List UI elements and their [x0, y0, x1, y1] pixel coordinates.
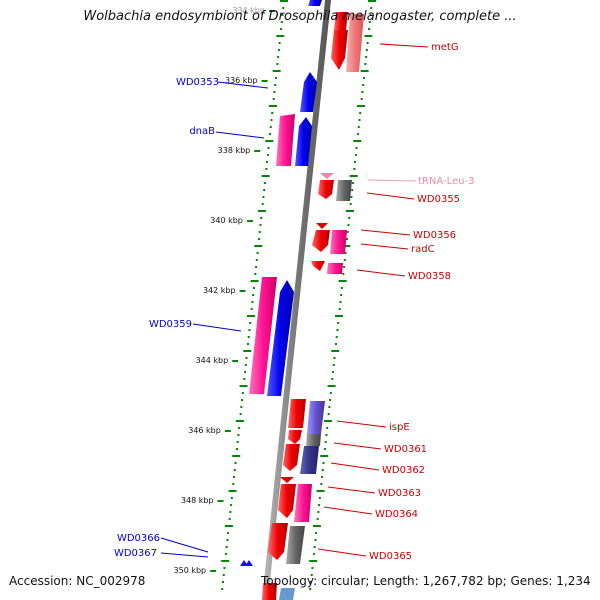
gene-bottom-fragment: [262, 583, 277, 600]
scale-label: 350 kbp: [174, 566, 207, 575]
gene-radc-arrow[interactable]: [312, 230, 330, 252]
gene-wd0358-arrow[interactable]: [311, 261, 325, 271]
scale-labels: 334 kbp 336 kbp 338 kbp 340 kbp 342 kbp 344 k…: [174, 6, 275, 575]
gene-bottom-fragment-2: [279, 588, 295, 600]
gene-wd0362-arrow[interactable]: [283, 444, 300, 471]
gene-wd0367-arrow[interactable]: [245, 560, 253, 566]
gene-wd0365-block[interactable]: [286, 526, 305, 564]
gene-wd0363-marker[interactable]: [280, 477, 294, 483]
gene-wd0358-block[interactable]: [327, 263, 343, 274]
gene-top-block: [334, 12, 348, 30]
accession-text: Accession: NC_002978: [9, 574, 146, 588]
gene-label-wd0363[interactable]: WD0363: [378, 488, 421, 499]
gene-label-wd0367[interactable]: WD0367: [114, 548, 157, 559]
gene-dnab-blue-arrow[interactable]: [295, 117, 312, 166]
gene-label-wd0361[interactable]: WD0361: [384, 444, 427, 455]
gene-wd0364-block[interactable]: [294, 484, 312, 522]
gene-wd0364-arrow[interactable]: [278, 484, 296, 518]
map-title: Wolbachia endosymbiont of Drosophila mel…: [83, 9, 517, 24]
gene-label-wd0358[interactable]: WD0358: [408, 271, 451, 282]
gene-wd0359-blue-arrow[interactable]: [267, 280, 294, 396]
gene-wd0362-block[interactable]: [300, 446, 319, 474]
gene-label-wd0366[interactable]: WD0366: [117, 533, 160, 544]
scale-label: 346 kbp: [188, 426, 221, 435]
gene-label-wd0365[interactable]: WD0365: [369, 551, 412, 562]
gene-wd0359-arrow[interactable]: [249, 277, 277, 394]
gene-label-wd0356[interactable]: WD0356: [413, 230, 456, 241]
gene-label-radc[interactable]: radC: [411, 244, 435, 255]
gene-metg-block[interactable]: [346, 14, 364, 72]
forward-strand-genes: [240, 0, 322, 566]
gene-dnab-arrow[interactable]: [276, 114, 295, 166]
scale-label: 348 kbp: [181, 496, 214, 505]
gene-wd0355-block[interactable]: [336, 180, 352, 201]
gene-label-wd0355[interactable]: WD0355: [417, 194, 460, 205]
gene-label-dnab[interactable]: dnaB: [189, 126, 215, 137]
gene-label-metg[interactable]: metG: [431, 42, 459, 53]
forward-gene-labels: WD0353 dnaB WD0359 WD0366 WD0367: [114, 77, 219, 559]
gene-label-wd0353[interactable]: WD0353: [176, 77, 219, 88]
gene-wd0365-arrow[interactable]: [268, 523, 288, 560]
scale-label: 344 kbp: [196, 356, 229, 365]
trna-leu-3-marker[interactable]: [320, 173, 334, 179]
gene-top-fragment-arrow: [308, 0, 322, 6]
gene-label-trna-leu-3[interactable]: tRNA-Leu-3: [418, 176, 474, 187]
gene-metg-arrow[interactable]: [331, 30, 348, 70]
topology-text: Topology: circular; Length: 1,267,782 bp…: [261, 574, 591, 588]
gene-ispe-block[interactable]: [307, 401, 325, 434]
scale-label: 342 kbp: [203, 286, 236, 295]
gene-ispe-arrow[interactable]: [288, 399, 306, 428]
gene-wd0356-marker[interactable]: [316, 223, 328, 229]
scale-label: 336 kbp: [225, 76, 258, 85]
genome-backbone: [262, 0, 331, 600]
scale-label: 334 kbp: [232, 6, 265, 15]
gene-label-ispe[interactable]: ispE: [389, 422, 410, 433]
gene-radc-block[interactable]: [330, 230, 347, 254]
gene-wd0355-arrow[interactable]: [318, 180, 334, 199]
reverse-gene-labels: metG tRNA-Leu-3 WD0355 WD0356 radC WD035…: [369, 42, 474, 562]
scale-label: 338 kbp: [218, 146, 251, 155]
gene-label-wd0362[interactable]: WD0362: [382, 465, 425, 476]
reverse-strand-genes: [262, 12, 364, 600]
gene-label-wd0359[interactable]: WD0359: [149, 319, 192, 330]
tick-marks: [221, 0, 376, 590]
gene-label-wd0364[interactable]: WD0364: [375, 509, 418, 520]
label-leader-lines: [160, 43, 429, 558]
gene-wd0353-arrow[interactable]: [300, 72, 317, 112]
gene-wd0361-block[interactable]: [306, 434, 321, 446]
scale-label: 340 kbp: [210, 216, 243, 225]
gene-wd0361-arrow[interactable]: [288, 430, 302, 444]
